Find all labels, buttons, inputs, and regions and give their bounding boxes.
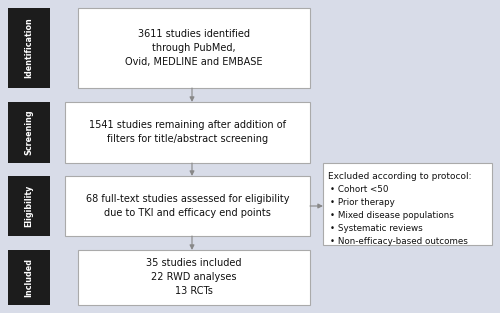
Text: • Non-efficacy-based outcomes: • Non-efficacy-based outcomes <box>330 237 468 246</box>
Text: Screening: Screening <box>24 110 34 155</box>
Bar <box>8 176 50 236</box>
Text: Identification: Identification <box>24 18 34 78</box>
Bar <box>78 8 310 88</box>
Bar <box>8 102 50 163</box>
Text: • Prior therapy: • Prior therapy <box>330 198 395 207</box>
Bar <box>65 102 310 163</box>
Bar <box>8 8 50 88</box>
Bar <box>323 163 492 245</box>
Bar <box>8 250 50 305</box>
Text: Eligibility: Eligibility <box>24 185 34 227</box>
Text: 1541 studies remaining after addition of
filters for title/abstract screening: 1541 studies remaining after addition of… <box>89 121 286 145</box>
Text: • Mixed disease populations: • Mixed disease populations <box>330 211 454 220</box>
Text: 68 full-text studies assessed for eligibility
due to TKI and efficacy end points: 68 full-text studies assessed for eligib… <box>86 194 289 218</box>
Text: • Cohort <50: • Cohort <50 <box>330 185 388 194</box>
Text: Excluded according to protocol:: Excluded according to protocol: <box>328 172 472 181</box>
Bar <box>78 250 310 305</box>
Text: 35 studies included
22 RWD analyses
13 RCTs: 35 studies included 22 RWD analyses 13 R… <box>146 259 242 296</box>
Bar <box>65 176 310 236</box>
Text: Included: Included <box>24 258 34 297</box>
Text: • Systematic reviews: • Systematic reviews <box>330 224 423 233</box>
Text: 3611 studies identified
through PubMed,
Ovid, MEDLINE and EMBASE: 3611 studies identified through PubMed, … <box>125 29 263 67</box>
